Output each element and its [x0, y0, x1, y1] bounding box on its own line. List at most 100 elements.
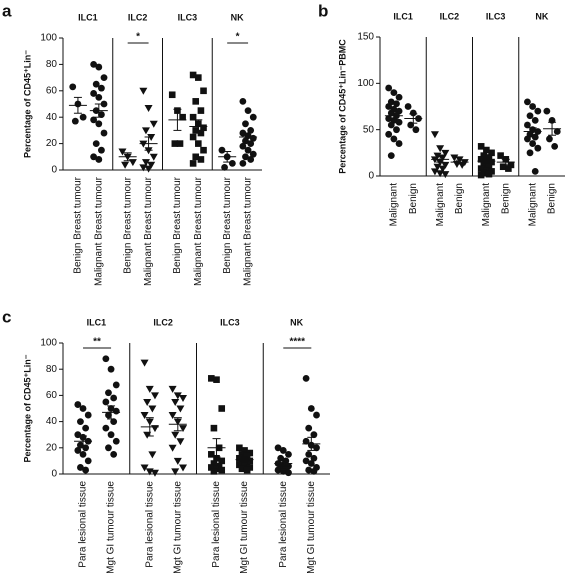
point: [483, 146, 490, 154]
point: [247, 140, 255, 148]
x-tick-label: Para lesional tissue: [144, 481, 155, 568]
point: [488, 158, 495, 166]
point: [534, 144, 542, 152]
y-axis-label: Percentage of CD45⁺Lin⁻PBMC: [337, 39, 347, 174]
point: [305, 466, 313, 474]
point: [302, 457, 310, 465]
point: [302, 374, 310, 382]
point: [247, 126, 255, 134]
point: [393, 100, 400, 108]
point: [84, 411, 92, 419]
point: [168, 385, 177, 393]
point: [313, 444, 320, 452]
point: [140, 359, 149, 367]
point: [90, 116, 98, 124]
point: [143, 431, 152, 439]
point: [168, 91, 176, 99]
group-name: ILC1: [393, 11, 413, 21]
point: [531, 117, 539, 124]
point: [69, 83, 77, 91]
point: [112, 437, 120, 445]
point: [543, 107, 551, 115]
point: [92, 80, 100, 88]
x-tick-label: Malignant: [389, 183, 400, 227]
point: [480, 161, 488, 169]
point: [192, 98, 200, 105]
point: [404, 103, 412, 110]
x-tick-label: Malignant: [435, 183, 446, 227]
point: [149, 153, 158, 161]
point: [141, 159, 150, 167]
y-tick-label: 100: [357, 78, 374, 89]
point: [150, 392, 159, 400]
point: [228, 160, 236, 167]
point: [430, 131, 439, 139]
point: [197, 107, 205, 114]
point: [171, 140, 179, 147]
point: [307, 460, 315, 467]
point: [110, 450, 118, 458]
point: [148, 405, 157, 413]
point: [171, 431, 180, 439]
point: [92, 140, 100, 148]
point: [239, 97, 247, 105]
x-tick-label: Mgt GI tumour tissue: [239, 481, 250, 574]
point: [274, 466, 282, 474]
point: [553, 128, 561, 135]
panel-letter: a: [2, 1, 12, 20]
x-tick-label: Para lesional tissue: [211, 481, 222, 568]
point: [236, 454, 243, 462]
x-tick-label: Benign: [454, 183, 465, 214]
point: [524, 121, 531, 129]
point: [176, 140, 184, 147]
point: [128, 159, 137, 167]
point: [118, 148, 127, 156]
x-tick-label: Malignant Breast tumour: [93, 176, 104, 286]
group-name: ILC3: [178, 12, 198, 22]
point: [168, 444, 177, 452]
panel-letter: c: [2, 307, 11, 326]
point: [105, 411, 112, 419]
point: [239, 129, 247, 137]
point: [310, 467, 318, 475]
point: [197, 156, 205, 163]
point: [441, 161, 450, 169]
point: [112, 407, 120, 415]
point: [107, 431, 115, 439]
point: [140, 412, 149, 420]
x-tick-label: Para lesional tissue: [278, 481, 289, 568]
x-tick-label: Benign: [408, 183, 419, 214]
point: [477, 171, 485, 179]
point: [179, 464, 188, 472]
point: [150, 425, 159, 433]
point: [210, 460, 218, 467]
point: [385, 130, 393, 138]
point: [179, 395, 188, 403]
point: [140, 464, 149, 472]
point: [74, 401, 82, 408]
point: [218, 405, 226, 412]
y-axis-label: Percentage of CD45⁺Lin⁻: [22, 354, 32, 462]
point: [110, 394, 118, 402]
y-tick-label: 80: [46, 364, 58, 375]
group-name: ILC1: [87, 317, 107, 327]
point: [200, 146, 207, 154]
y-tick-label: 0: [51, 165, 57, 176]
group-name: ILC3: [220, 317, 240, 327]
point: [526, 149, 534, 157]
point: [313, 411, 320, 419]
point: [310, 454, 318, 462]
point: [450, 154, 459, 162]
point: [213, 454, 220, 462]
point: [192, 127, 200, 134]
x-tick-label: Benign: [500, 183, 511, 214]
y-tick-label: 40: [46, 112, 58, 123]
point: [236, 444, 243, 452]
point: [176, 405, 185, 413]
point: [173, 457, 182, 465]
point: [499, 163, 507, 171]
point: [305, 424, 313, 432]
point: [507, 161, 515, 169]
y-tick-label: 20: [46, 442, 58, 453]
point: [71, 117, 79, 125]
